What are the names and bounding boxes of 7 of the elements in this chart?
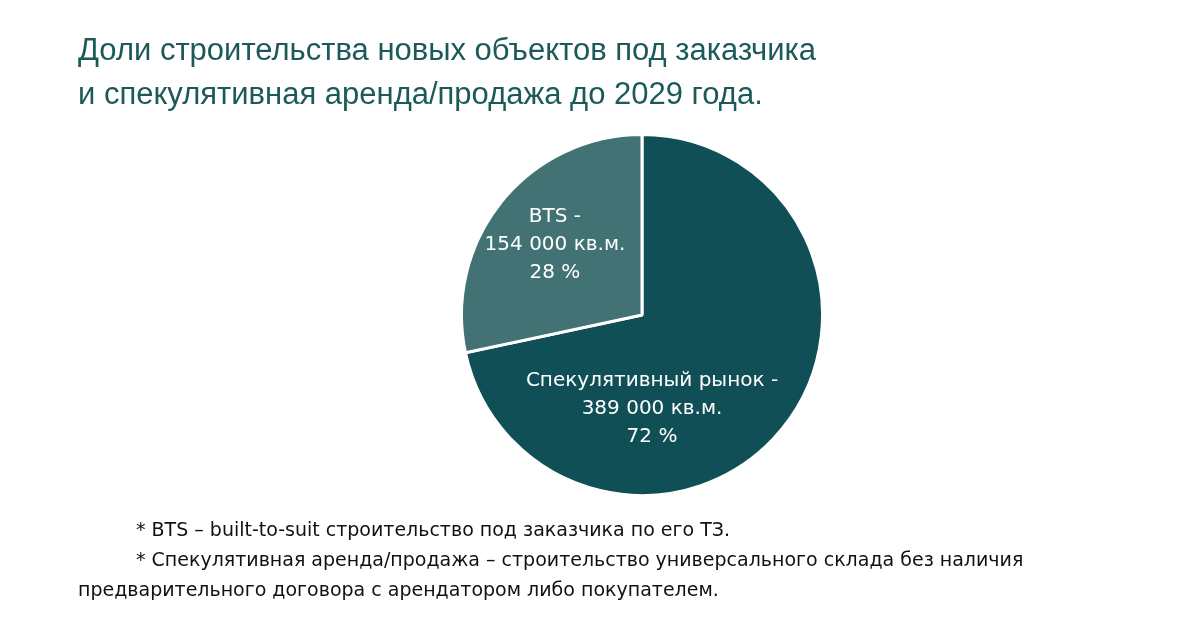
slice-label: BTS - xyxy=(528,202,582,227)
data-label: 154 000 кв.м. 28 % xyxy=(484,230,626,283)
data-label: 389 000 кв.м. 72 % xyxy=(581,395,723,448)
chart-title: Доли строительства новых объектов под заказчика и спекулятивная аренда/продажа до 2029 года. xyxy=(78,31,817,113)
text: * Спекулятивная аренда/продажа – строительство универсального склада без наличия предварительного договора с арендатором либо покупателем. xyxy=(78,547,1025,602)
slice-label: Спекулятивный рынок - xyxy=(525,367,779,392)
text: * BTS – built-to-suit строительство под заказчика по его ТЗ. xyxy=(135,517,731,542)
